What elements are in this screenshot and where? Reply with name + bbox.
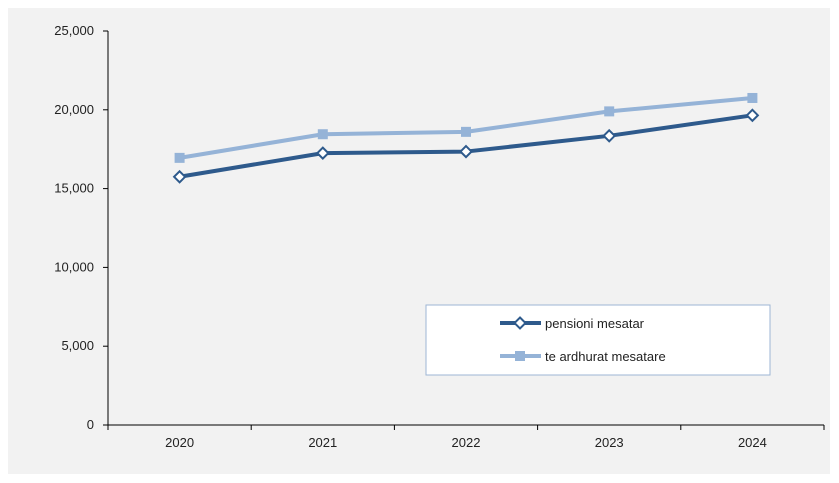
y-tick-label: 10,000 bbox=[54, 259, 94, 274]
legend-box bbox=[425, 304, 771, 376]
y-tick-label: 25,000 bbox=[54, 23, 94, 38]
legend-label: te ardhurat mesatare bbox=[545, 349, 666, 364]
x-tick-label: 2022 bbox=[452, 435, 481, 450]
x-tick-label: 2023 bbox=[595, 435, 624, 450]
x-tick-label: 2020 bbox=[165, 435, 194, 450]
series-pensioni-mesatar bbox=[172, 108, 760, 184]
x-tick-label: 2021 bbox=[308, 435, 337, 450]
y-tick-label: 20,000 bbox=[54, 102, 94, 117]
data-point bbox=[745, 108, 760, 123]
data-point bbox=[315, 146, 330, 161]
data-point bbox=[174, 152, 185, 163]
data-point bbox=[602, 128, 617, 143]
y-tick-label: 15,000 bbox=[54, 181, 94, 196]
data-point bbox=[604, 106, 615, 117]
data-point bbox=[317, 129, 328, 140]
data-point bbox=[172, 169, 187, 184]
legend-item: pensioni mesatar bbox=[500, 316, 645, 331]
chart-background bbox=[8, 8, 830, 474]
legend-swatch-marker bbox=[515, 351, 525, 361]
y-tick-label: 0 bbox=[87, 417, 94, 432]
data-point bbox=[747, 92, 758, 103]
legend-swatch-marker bbox=[513, 316, 527, 330]
series-te-ardhurat-mesatare bbox=[174, 92, 758, 163]
y-tick-label: 5,000 bbox=[61, 338, 94, 353]
data-point bbox=[461, 126, 471, 137]
legend-item: te ardhurat mesatare bbox=[500, 349, 666, 364]
legend-label: pensioni mesatar bbox=[545, 316, 645, 331]
legend: pensioni mesatar te ardhurat mesatare bbox=[425, 304, 771, 376]
data-point bbox=[459, 144, 473, 159]
x-tick-label: 2024 bbox=[738, 435, 767, 450]
